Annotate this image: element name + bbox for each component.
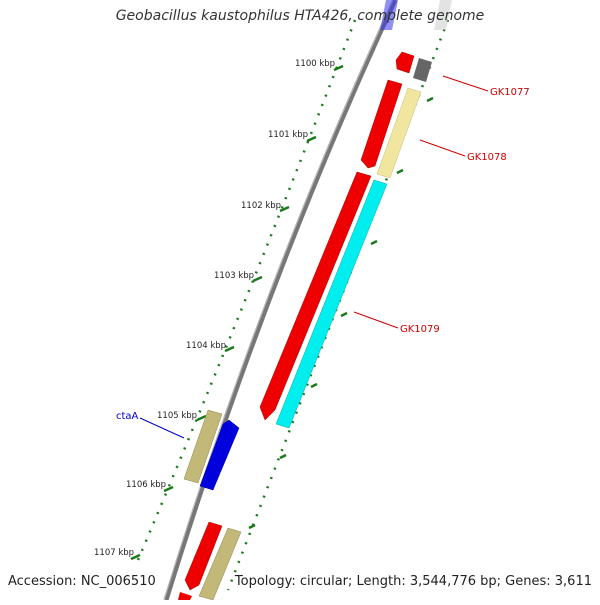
gene-feature-red[interactable] [395,51,415,74]
tick-label: 1102 kbp [241,201,281,211]
topology-summary: Topology: circular; Length: 3,544,776 bp… [234,574,592,589]
gene-gk1079[interactable] [275,179,388,429]
gene-label-ctaa[interactable]: ctaA [116,411,139,422]
accession-text: Accession: NC_006510 [8,574,156,589]
tick-label: 1106 kbp [126,480,166,490]
outer-ring-dashes [248,96,434,530]
gene-gk1077[interactable] [413,58,432,82]
tick-marks [130,64,344,561]
tick-label: 1101 kbp [268,130,308,140]
tick-label: 1105 kbp [157,411,197,421]
tick-label: 1104 kbp [186,341,226,351]
gene-feature-blue-top[interactable] [380,0,398,30]
gene-feature-red[interactable] [184,521,223,591]
gene-feature-red-long[interactable] [259,171,372,421]
map-title: Geobacillus kaustophilus HTA426, complet… [115,8,485,24]
label-leaders [139,75,489,439]
tick-labels: 1100 kbp 1101 kbp 1102 kbp 1103 kbp 1104… [94,59,335,558]
tick-label: 1107 kbp [94,548,134,558]
gene-feature-red[interactable] [178,592,192,600]
gene-label-gk1078[interactable]: GK1078 [467,152,507,163]
gene-feature-grey-top[interactable] [434,0,452,30]
gene-feature-khaki[interactable] [183,409,223,484]
gene-feature-red-long[interactable] [360,79,403,169]
tick-label: 1100 kbp [295,59,335,69]
gene-labels: GK1077 GK1078 GK1079 ctaA [116,87,530,422]
genome-backbone [163,0,398,601]
gene-label-gk1079[interactable]: GK1079 [400,324,440,335]
tick-label: 1103 kbp [214,271,254,281]
gene-label-gk1077[interactable]: GK1077 [490,87,530,98]
gene-ctaA[interactable] [199,419,240,491]
gene-gk1078[interactable] [376,87,422,179]
